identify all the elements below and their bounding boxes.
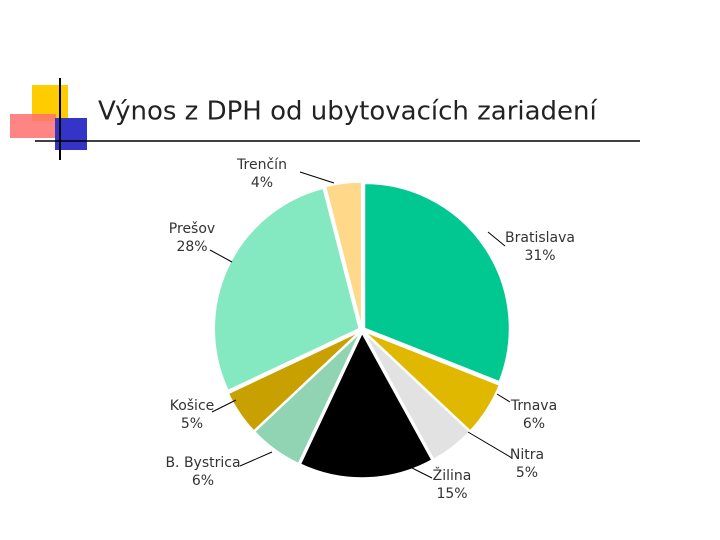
pie-slice	[253, 331, 361, 465]
leader-line	[239, 451, 273, 467]
pie-slice	[213, 187, 361, 392]
deco-red	[10, 114, 56, 138]
slice-category: Košice	[170, 398, 215, 414]
leader-line	[209, 249, 233, 263]
slice-category: Trenčín	[236, 157, 287, 173]
leader-line	[411, 467, 433, 479]
slice-category: B. Bystrica	[165, 455, 240, 471]
slice-value-label: 5%	[516, 465, 538, 481]
pie-slice	[364, 330, 501, 432]
pie-slice	[299, 331, 433, 479]
slice-value-label: 28%	[176, 239, 207, 255]
pie-slice	[324, 181, 363, 328]
slice-value-label: 6%	[192, 473, 214, 489]
chart-title: Výnos z DPH od ubytovacích zariadení	[98, 97, 598, 127]
leader-line	[487, 231, 506, 247]
pie	[213, 181, 511, 479]
leader-line	[211, 399, 237, 413]
leader-line	[299, 171, 335, 184]
leader-line	[467, 431, 513, 459]
pie-slice	[227, 331, 361, 433]
slice-category: Nitra	[510, 447, 544, 463]
slice-value-label: 5%	[181, 416, 203, 432]
slice-category: Trnava	[510, 398, 557, 414]
slice-category: Žilina	[433, 466, 472, 484]
pie-slice	[363, 331, 471, 461]
slice-category: Bratislava	[505, 230, 575, 246]
leader-line	[496, 393, 511, 403]
slice-value-label: 15%	[436, 486, 467, 502]
pie-slice	[363, 182, 511, 383]
slice-category: Prešov	[169, 221, 215, 237]
slice-value-label: 6%	[523, 416, 545, 432]
slice-value-label: 4%	[251, 175, 273, 191]
slice-value-label: 31%	[524, 248, 555, 264]
